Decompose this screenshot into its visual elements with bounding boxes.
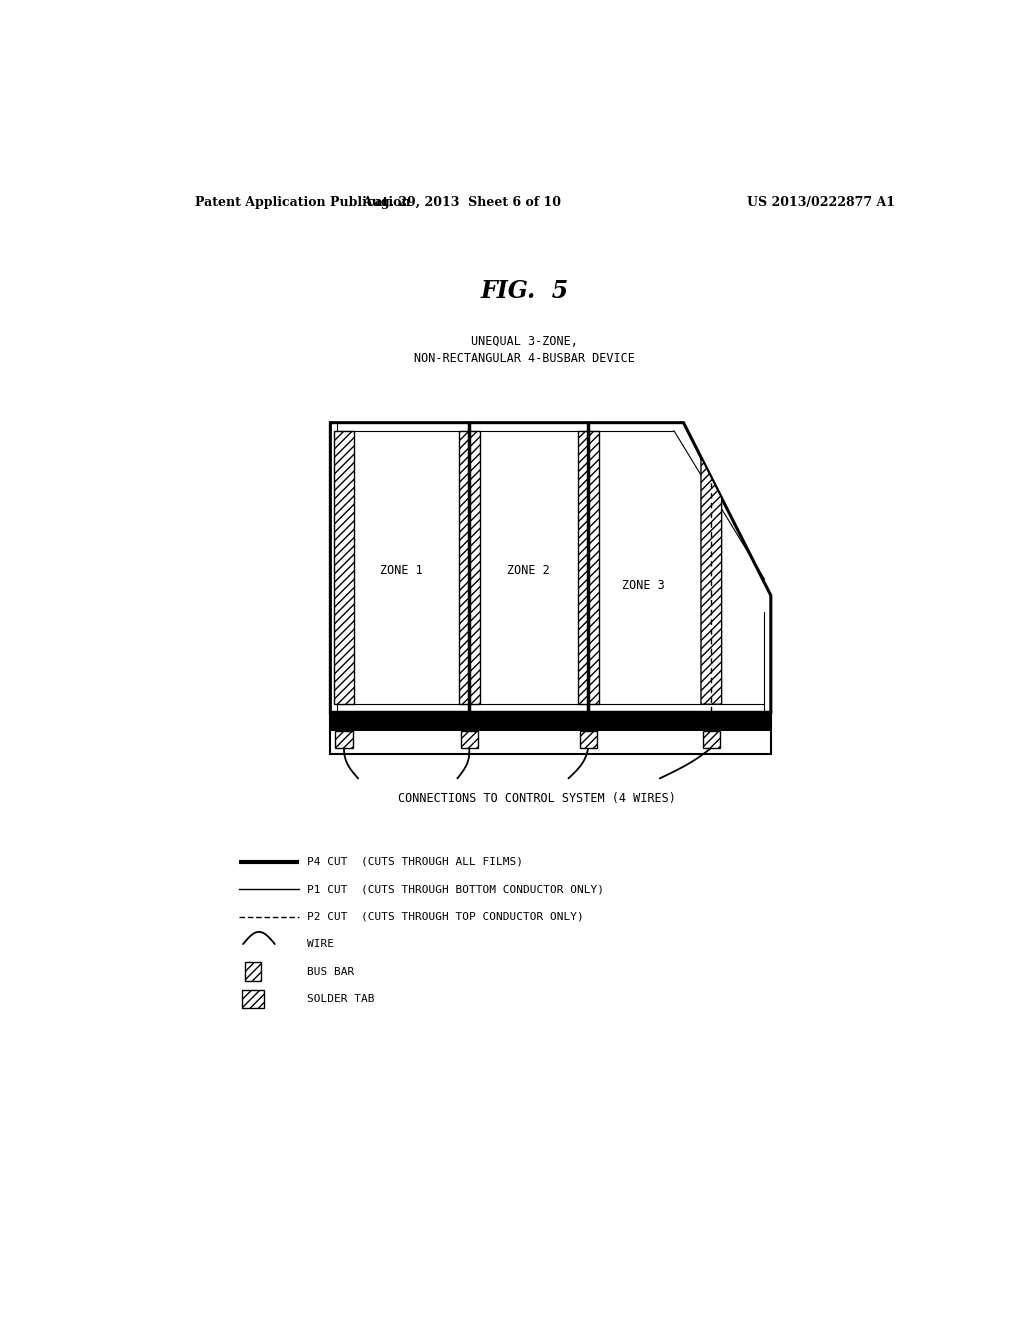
Text: ZONE 1: ZONE 1	[381, 564, 423, 577]
Polygon shape	[702, 731, 720, 748]
Text: WIRE: WIRE	[306, 939, 334, 949]
Text: ZONE 3: ZONE 3	[623, 578, 666, 591]
Text: P4 CUT  (CUTS THROUGH ALL FILMS): P4 CUT (CUTS THROUGH ALL FILMS)	[306, 857, 522, 867]
Text: NON-RECTANGULAR 4-BUSBAR DEVICE: NON-RECTANGULAR 4-BUSBAR DEVICE	[415, 352, 635, 366]
Text: SOLDER TAB: SOLDER TAB	[306, 994, 374, 1005]
Text: UNEQUAL 3-ZONE,: UNEQUAL 3-ZONE,	[471, 335, 579, 348]
Polygon shape	[334, 430, 354, 704]
Bar	[243, 990, 264, 1008]
Polygon shape	[335, 731, 352, 748]
Text: BUS BAR: BUS BAR	[306, 966, 354, 977]
Text: Aug. 29, 2013  Sheet 6 of 10: Aug. 29, 2013 Sheet 6 of 10	[361, 195, 561, 209]
Text: Patent Application Publication: Patent Application Publication	[196, 195, 411, 209]
Polygon shape	[461, 731, 478, 748]
Bar	[246, 962, 261, 981]
Text: P1 CUT  (CUTS THROUGH BOTTOM CONDUCTOR ONLY): P1 CUT (CUTS THROUGH BOTTOM CONDUCTOR ON…	[306, 884, 603, 894]
Text: FIG.  5: FIG. 5	[480, 279, 569, 302]
Bar	[331, 713, 771, 754]
Polygon shape	[701, 457, 722, 704]
Text: US 2013/0222877 A1: US 2013/0222877 A1	[748, 195, 895, 209]
Polygon shape	[459, 430, 479, 704]
Text: ZONE 2: ZONE 2	[508, 564, 550, 577]
Text: CONNECTIONS TO CONTROL SYSTEM (4 WIRES): CONNECTIONS TO CONTROL SYSTEM (4 WIRES)	[397, 792, 676, 805]
Polygon shape	[580, 731, 597, 748]
Text: P2 CUT  (CUTS THROUGH TOP CONDUCTOR ONLY): P2 CUT (CUTS THROUGH TOP CONDUCTOR ONLY)	[306, 912, 584, 921]
Bar	[331, 713, 771, 731]
Polygon shape	[578, 430, 599, 704]
